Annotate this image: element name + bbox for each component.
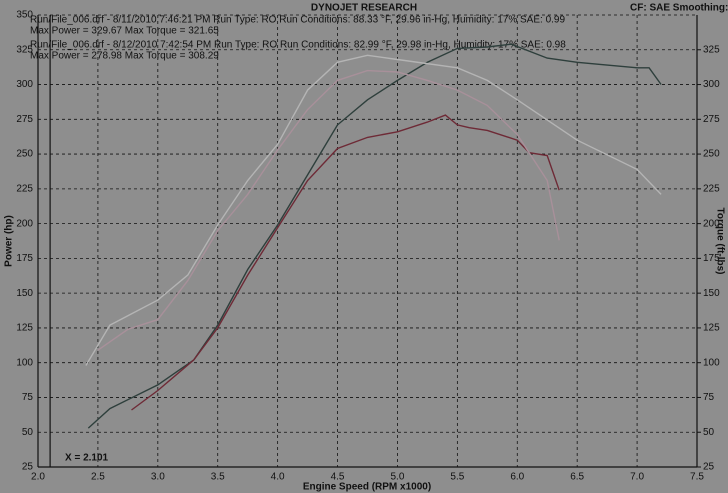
legend-header: Run/File_006.drf - 8/12/2010 7:42:54 PM … [30, 40, 566, 51]
cursor-label: X = 2.101 [65, 453, 109, 464]
series-line [97, 69, 560, 351]
x-tick-label: 5.5 [450, 472, 464, 483]
y-tick-label: 275 [16, 114, 33, 125]
corner-note: CF: SAE Smoothing: 5 [630, 3, 728, 14]
y-tick-label: 175 [16, 253, 33, 264]
y2-tick-label: 175 [703, 253, 720, 264]
y-tick-label: 350 [16, 10, 33, 21]
y2-tick-label: 250 [703, 149, 720, 160]
y2-tick-label: 325 [703, 44, 720, 55]
y2-tick-label: 225 [703, 183, 720, 194]
x-tick-label: 3.5 [211, 472, 225, 483]
y2-tick-label: 125 [703, 323, 720, 334]
y2-tick-label: 200 [703, 218, 720, 229]
y2-tick-label: 75 [703, 392, 715, 403]
x-tick-label: 5.0 [391, 472, 405, 483]
x-tick-label: 4.0 [271, 472, 285, 483]
x-tick-label: 3.0 [151, 472, 165, 483]
legend-header: Run/File_006.drf - 8/11/2010 7:46:21 PM … [30, 15, 565, 26]
y-tick-label: 125 [16, 323, 33, 334]
y-tick-label: 250 [16, 149, 33, 160]
y2-axis-title: Torque (ft-lbs) [714, 207, 725, 274]
x-axis-title: Engine Speed (RPM x1000) [303, 482, 431, 493]
y-tick-label: 100 [16, 357, 33, 368]
y-axis-title: Power (hp) [4, 215, 15, 267]
y-tick-label: 50 [22, 427, 34, 438]
series-line [85, 54, 662, 366]
y2-tick-label: 275 [703, 114, 720, 125]
chart-title: DYNOJET RESEARCH [311, 3, 417, 14]
x-tick-label: 6.5 [570, 472, 584, 483]
y-tick-label: 225 [16, 183, 33, 194]
x-tick-label: 2.0 [31, 472, 45, 483]
x-tick-label: 6.0 [510, 472, 524, 483]
x-tick-label: 7.5 [690, 472, 704, 483]
x-tick-label: 2.5 [91, 472, 105, 483]
y2-tick-label: 100 [703, 357, 720, 368]
y-tick-label: 25 [22, 462, 34, 473]
y2-tick-label: 300 [703, 79, 720, 90]
y-tick-label: 150 [16, 288, 33, 299]
legend-stats: Max Power = 329.67 Max Torque = 321.65 [30, 26, 219, 37]
y2-tick-label: 150 [703, 288, 720, 299]
x-tick-label: 7.0 [630, 472, 644, 483]
series-line [131, 114, 560, 411]
x-tick-label: 4.5 [331, 472, 345, 483]
legend-stats: Max Power = 278.98 Max Torque = 308.29 [30, 51, 219, 62]
y-tick-label: 325 [16, 44, 33, 55]
y2-tick-label: 50 [703, 427, 715, 438]
y2-tick-label: 25 [703, 462, 715, 473]
y-tick-label: 75 [22, 392, 34, 403]
y-tick-label: 300 [16, 79, 33, 90]
y-tick-label: 200 [16, 218, 33, 229]
